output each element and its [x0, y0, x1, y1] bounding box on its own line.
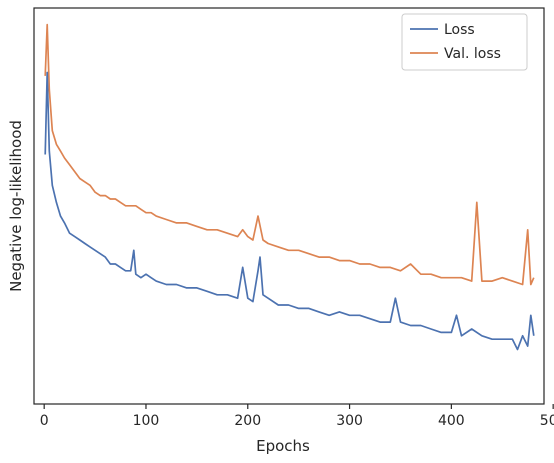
legend-label-val-loss: Val. loss — [444, 46, 501, 62]
x-tick-label: 0 — [40, 413, 49, 429]
x-axis-label: Epochs — [256, 437, 310, 455]
series-layer — [44, 23, 535, 351]
legend: Loss Val. loss — [401, 13, 528, 71]
x-tick-label: 300 — [336, 413, 363, 429]
x-axis-ticks: 0 100 200 300 400 500 — [40, 404, 554, 429]
x-tick-label: 100 — [133, 413, 160, 429]
y-axis-label: Negative log-likelihood — [7, 120, 25, 292]
x-tick-label: 400 — [438, 413, 465, 429]
x-tick-label: 200 — [234, 413, 261, 429]
series-line-val-loss — [44, 23, 535, 286]
series-line-loss — [44, 71, 535, 351]
plot-frame — [33, 7, 545, 405]
x-tick-label: 500 — [540, 413, 554, 429]
legend-label-loss: Loss — [444, 22, 475, 38]
legend-box — [401, 13, 528, 71]
